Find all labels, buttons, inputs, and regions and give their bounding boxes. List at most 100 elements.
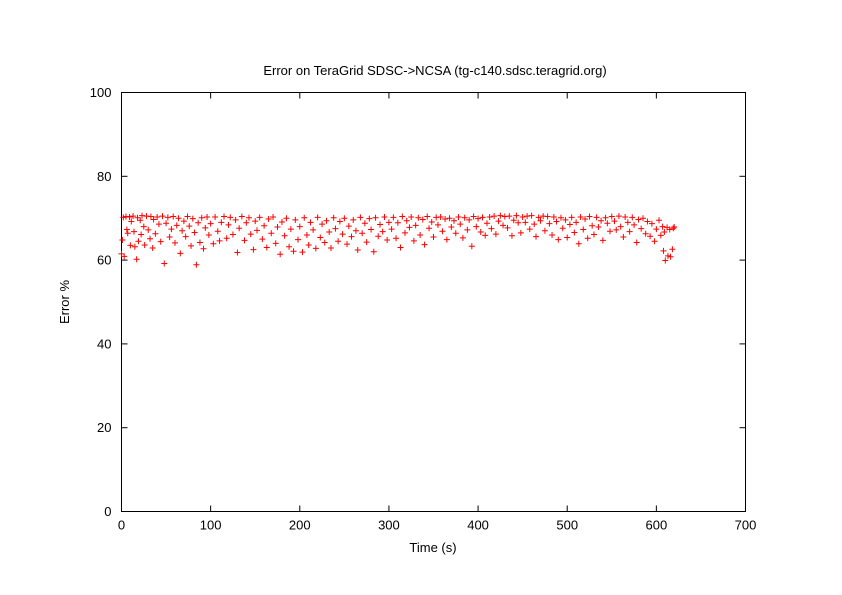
data-point — [336, 218, 343, 225]
data-point — [470, 213, 477, 220]
data-point — [541, 227, 548, 234]
plot-frame — [121, 92, 746, 512]
data-point — [225, 221, 232, 228]
data-point — [133, 256, 140, 263]
data-point — [218, 219, 225, 226]
data-point — [134, 214, 141, 221]
data-point — [204, 213, 211, 220]
data-point — [566, 221, 573, 228]
data-point — [515, 219, 522, 226]
data-point — [549, 231, 556, 238]
data-point — [332, 225, 339, 232]
data-point — [149, 244, 156, 251]
data-point — [434, 221, 441, 228]
data-point — [639, 215, 646, 222]
data-point — [428, 218, 435, 225]
data-point — [166, 234, 173, 241]
data-point — [259, 236, 266, 243]
data-point — [141, 242, 148, 249]
data-point — [526, 226, 533, 233]
data-point — [669, 246, 676, 253]
data-point — [568, 214, 575, 221]
data-point — [295, 236, 302, 243]
data-point — [366, 215, 373, 222]
data-point — [164, 214, 171, 221]
data-point — [577, 213, 584, 220]
data-point — [245, 214, 252, 221]
data-point — [661, 229, 668, 236]
data-point — [660, 247, 667, 254]
data-point — [352, 227, 359, 234]
data-point — [466, 216, 473, 223]
x-tick-label: 500 — [556, 518, 578, 533]
data-point — [310, 226, 317, 233]
data-point — [195, 219, 202, 226]
data-point — [584, 235, 591, 242]
data-point — [370, 248, 377, 255]
data-point — [620, 234, 627, 241]
data-point — [357, 214, 364, 221]
data-point — [319, 221, 326, 228]
data-point — [406, 224, 413, 231]
data-point — [638, 225, 645, 232]
data-point — [492, 231, 499, 238]
data-point — [163, 220, 170, 227]
data-point — [544, 213, 551, 220]
data-point — [253, 227, 260, 234]
data-point — [412, 222, 419, 229]
data-point — [575, 240, 582, 247]
data-point — [128, 218, 135, 225]
data-point — [550, 213, 557, 220]
data-point — [131, 243, 138, 250]
data-point — [455, 213, 462, 220]
data-point — [207, 220, 214, 227]
axis-ticks: 0 100 200 300 400 500 600 700 0 20 40 60 80 100 — [90, 85, 757, 533]
data-point — [120, 214, 127, 221]
data-point — [277, 251, 284, 258]
data-point — [666, 226, 673, 233]
data-point — [227, 214, 234, 221]
data-point — [595, 223, 602, 230]
data-point — [182, 233, 189, 240]
data-point — [286, 243, 293, 250]
data-point — [602, 214, 609, 221]
chart-title: Error on TeraGrid SDSC->NCSA (tg-c140.sd… — [263, 63, 606, 78]
data-point — [216, 237, 223, 244]
data-point — [617, 223, 624, 230]
data-point — [375, 233, 382, 240]
data-point — [384, 236, 391, 243]
data-point — [299, 249, 306, 256]
data-point — [119, 236, 126, 243]
data-point — [287, 226, 294, 233]
data-point — [510, 217, 517, 224]
data-point — [399, 213, 406, 220]
data-point — [586, 213, 593, 220]
data-point — [626, 228, 633, 235]
data-point — [647, 233, 654, 240]
data-point — [263, 244, 270, 251]
data-point — [522, 219, 529, 226]
data-point — [191, 229, 198, 236]
x-tick-label: 200 — [289, 518, 311, 533]
data-point — [671, 223, 678, 230]
data-point — [385, 219, 392, 226]
data-point — [229, 231, 236, 238]
data-point — [270, 213, 277, 220]
data-point — [615, 213, 622, 220]
data-point — [443, 236, 450, 243]
data-point — [482, 232, 489, 239]
data-point — [186, 223, 193, 230]
data-point — [205, 231, 212, 238]
data-point — [394, 219, 401, 226]
data-point — [535, 214, 542, 221]
data-point — [278, 218, 285, 225]
data-point — [528, 212, 535, 219]
data-point — [459, 234, 466, 241]
data-point — [175, 215, 182, 222]
data-point — [461, 214, 468, 221]
data-point — [442, 216, 449, 223]
data-point — [559, 225, 566, 232]
data-point — [123, 226, 130, 233]
data-point — [483, 220, 490, 227]
